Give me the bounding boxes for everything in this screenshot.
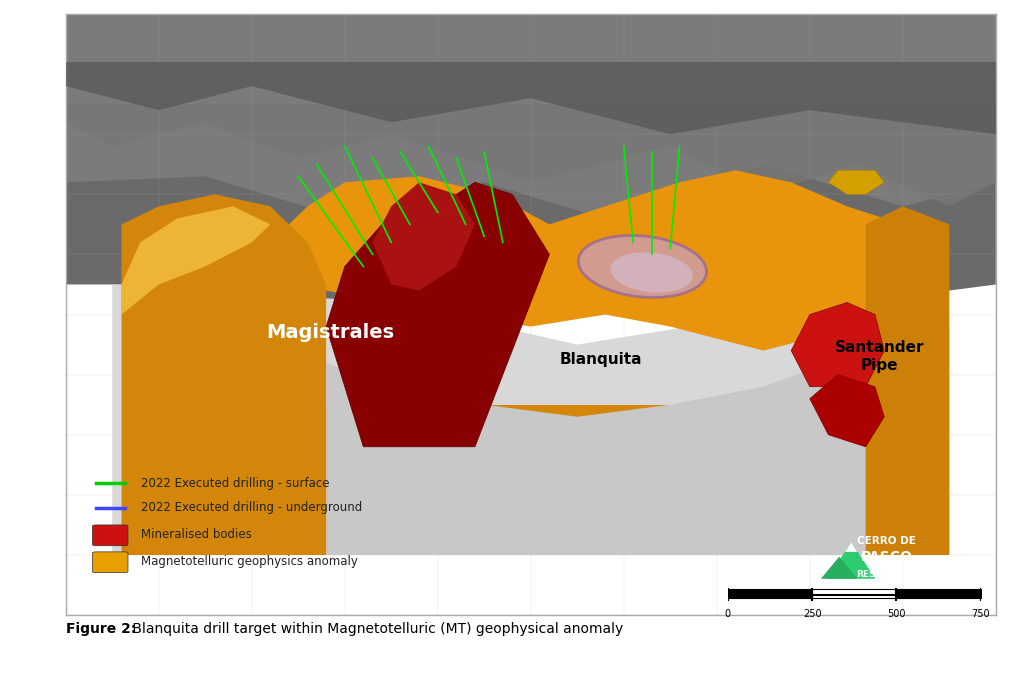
Polygon shape bbox=[327, 345, 865, 555]
Text: CERRO DE: CERRO DE bbox=[857, 536, 916, 546]
Polygon shape bbox=[66, 14, 996, 315]
Polygon shape bbox=[810, 375, 885, 447]
Text: Figure 2:: Figure 2: bbox=[66, 621, 136, 635]
Text: 500: 500 bbox=[888, 609, 906, 619]
Polygon shape bbox=[845, 542, 857, 552]
Polygon shape bbox=[373, 182, 475, 291]
Ellipse shape bbox=[578, 236, 707, 298]
Text: 0: 0 bbox=[725, 609, 731, 619]
Text: PASCO: PASCO bbox=[860, 549, 913, 563]
Polygon shape bbox=[66, 14, 996, 224]
Polygon shape bbox=[66, 104, 996, 206]
Polygon shape bbox=[821, 556, 857, 579]
Polygon shape bbox=[828, 171, 885, 194]
Text: 2022 Executed drilling - underground: 2022 Executed drilling - underground bbox=[141, 501, 362, 514]
Polygon shape bbox=[121, 206, 270, 315]
Text: 250: 250 bbox=[803, 609, 822, 619]
Text: Blanquita: Blanquita bbox=[559, 352, 642, 367]
Polygon shape bbox=[121, 194, 327, 555]
Text: 750: 750 bbox=[972, 609, 990, 619]
Text: Magnetotelluric geophysics anomaly: Magnetotelluric geophysics anomaly bbox=[141, 555, 358, 568]
FancyBboxPatch shape bbox=[92, 552, 128, 572]
FancyBboxPatch shape bbox=[92, 525, 128, 546]
Polygon shape bbox=[121, 405, 949, 555]
Polygon shape bbox=[827, 542, 876, 579]
Text: 2022 Executed drilling - surface: 2022 Executed drilling - surface bbox=[141, 477, 330, 490]
Polygon shape bbox=[66, 62, 996, 134]
Polygon shape bbox=[270, 171, 931, 351]
Polygon shape bbox=[792, 303, 885, 387]
Text: Blanquita drill target within Magnetotelluric (MT) geophysical anomaly: Blanquita drill target within Magnetotel… bbox=[128, 621, 624, 635]
Text: Mineralised bodies: Mineralised bodies bbox=[141, 528, 252, 541]
Polygon shape bbox=[865, 206, 949, 555]
Polygon shape bbox=[327, 182, 549, 447]
Text: RESOURCES: RESOURCES bbox=[856, 570, 917, 579]
Polygon shape bbox=[112, 284, 949, 555]
Text: Santander
Pipe: Santander Pipe bbox=[835, 340, 924, 373]
Text: Magistrales: Magistrales bbox=[267, 323, 395, 342]
Ellipse shape bbox=[611, 252, 693, 293]
